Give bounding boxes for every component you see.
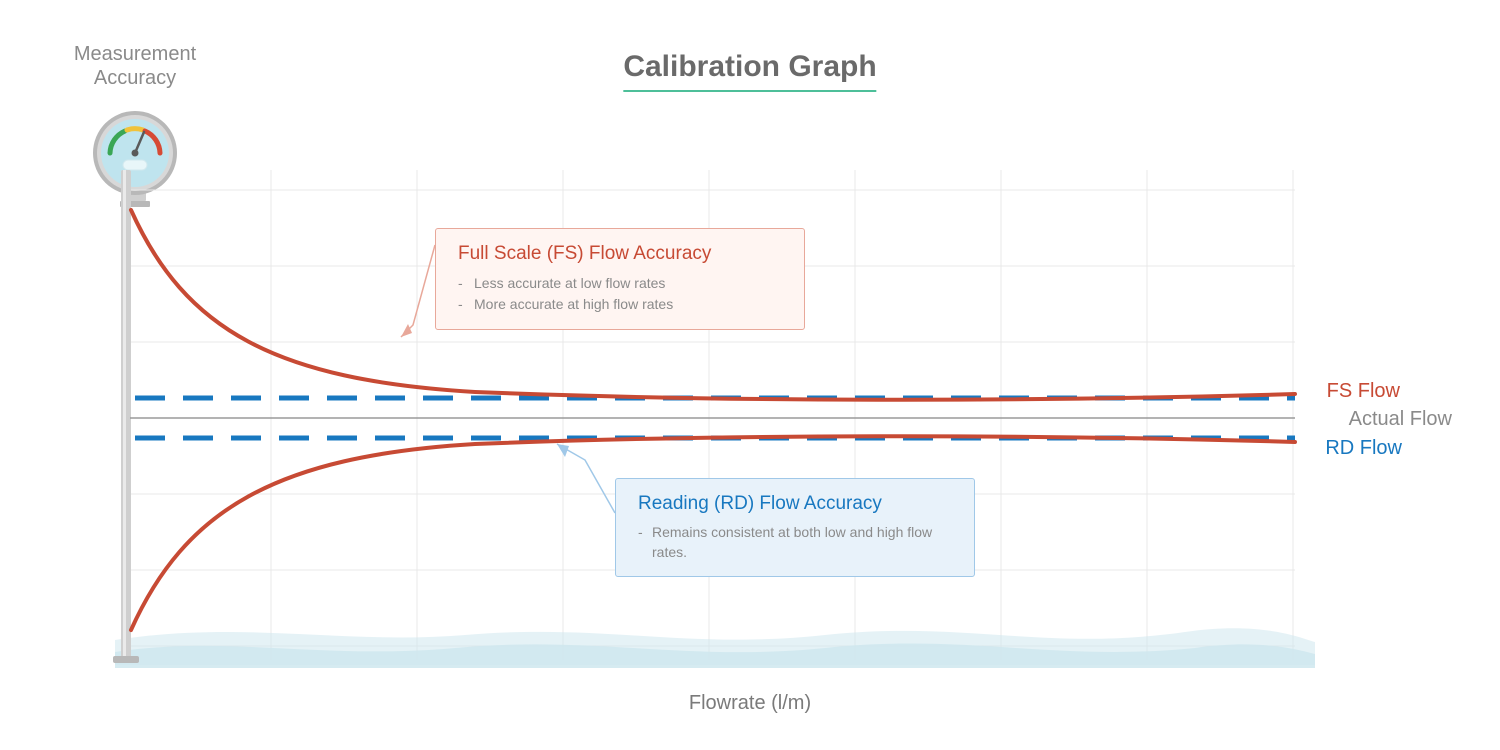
fs-callout-leader xyxy=(401,245,435,337)
chart-title: Calibration Graph xyxy=(623,50,876,92)
y-axis-label-line2: Accuracy xyxy=(94,67,176,89)
rd-callout-leader xyxy=(557,444,615,513)
fs-callout-box: Full Scale (FS) Flow Accuracy Less accur… xyxy=(435,228,805,330)
rd-flow-label: RD Flow xyxy=(1325,437,1402,460)
x-axis-label: Flowrate (l/m) xyxy=(689,692,811,715)
fs-callout-item-1: Less accurate at low flow rates xyxy=(458,273,782,294)
actual-flow-label: Actual Flow xyxy=(1349,408,1452,431)
fs-callout-item-2: More accurate at high flow rates xyxy=(458,294,782,315)
fs-callout-title: Full Scale (FS) Flow Accuracy xyxy=(458,243,782,265)
fs-flow-label: FS Flow xyxy=(1327,380,1400,403)
y-axis-label: Measurement Accuracy xyxy=(60,42,210,90)
rd-callout-box: Reading (RD) Flow Accuracy Remains consi… xyxy=(615,478,975,577)
y-axis-pole xyxy=(113,170,139,663)
rd-callout-title: Reading (RD) Flow Accuracy xyxy=(638,493,952,515)
water-wave-decoration xyxy=(115,628,1315,668)
rd-callout-item-1: Remains consistent at both low and high … xyxy=(638,523,952,562)
y-axis-label-line1: Measurement xyxy=(74,43,196,65)
